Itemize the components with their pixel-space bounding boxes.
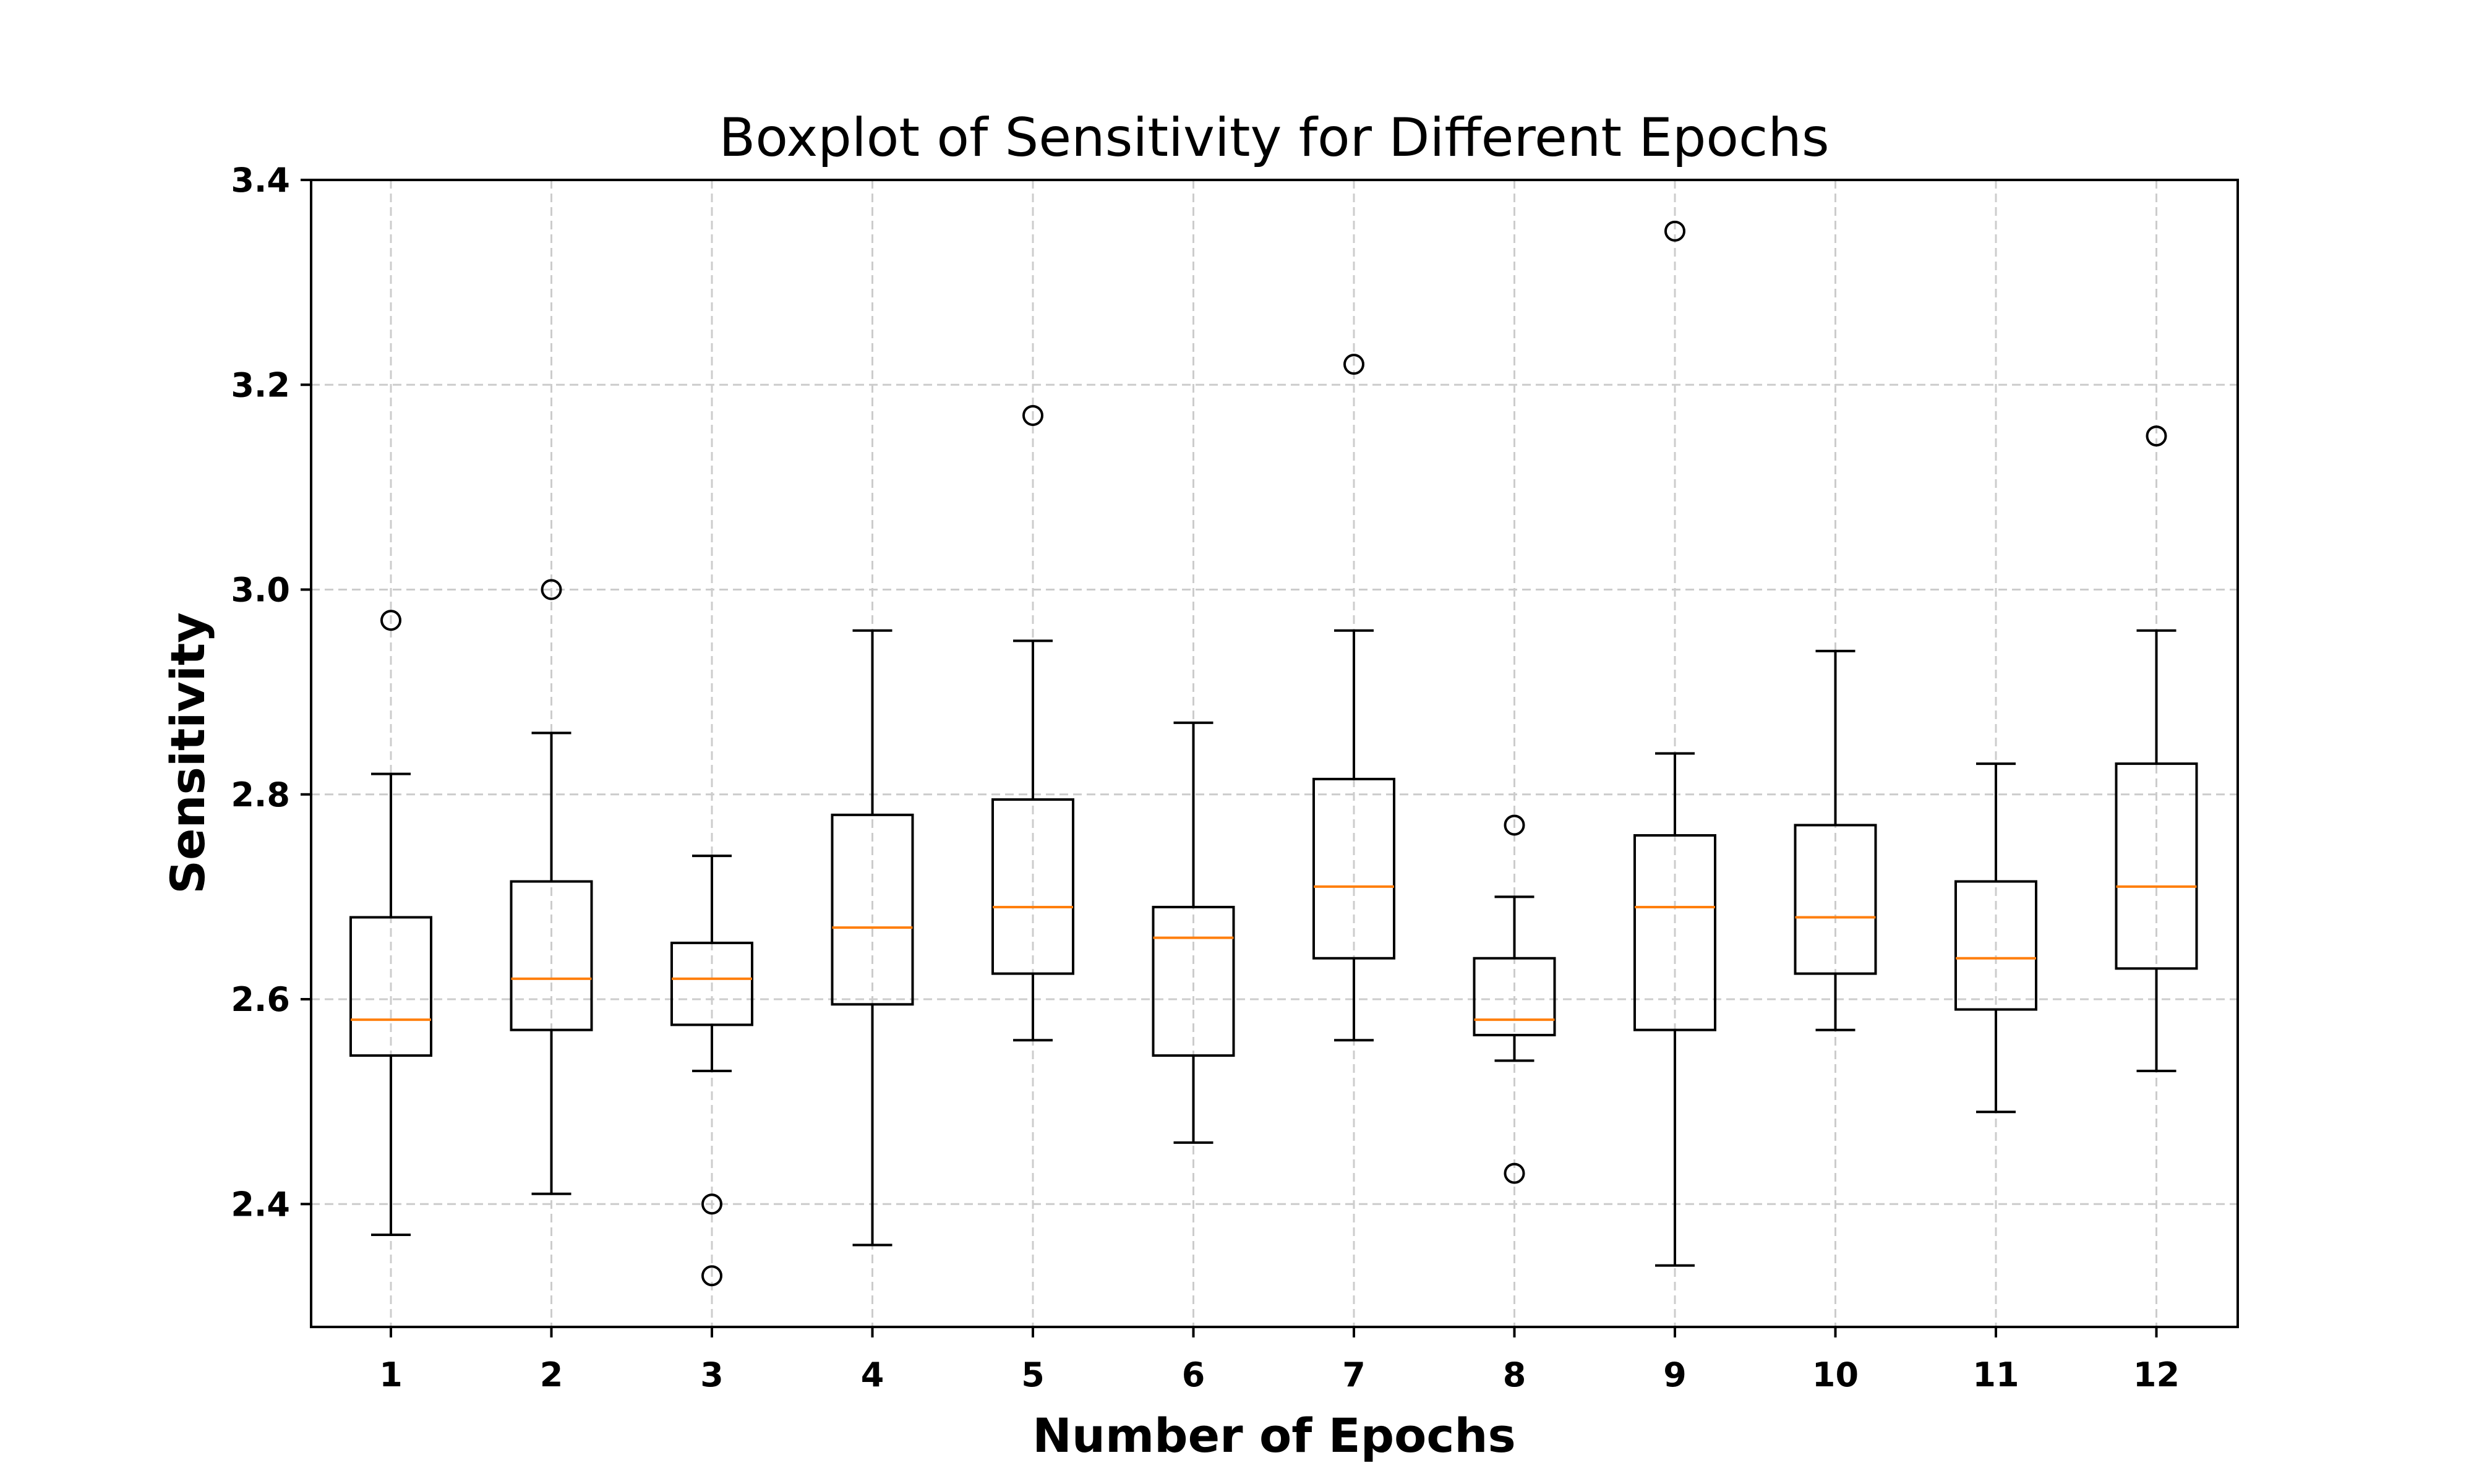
iqr-box: [1794, 824, 1877, 975]
outlier-point: [1664, 220, 1685, 242]
y-axis-label: Sensitivity: [160, 612, 215, 894]
outlier-point: [1504, 814, 1525, 836]
outlier-point: [1504, 1162, 1525, 1184]
box-epoch-2: [510, 579, 593, 1195]
box-series: [349, 220, 2198, 1287]
box-epoch-7: [1312, 354, 1395, 1042]
outlier-point: [701, 1265, 722, 1287]
box-epoch-9: [1633, 220, 1716, 1267]
box-epoch-8: [1473, 814, 1556, 1184]
box-epoch-10: [1794, 649, 1877, 1031]
chart-title: Boxplot of Sensitivity for Different Epo…: [719, 107, 1829, 169]
x-tick-label: 8: [1503, 1355, 1526, 1394]
x-axis-label: Number of Epochs: [1032, 1408, 1515, 1463]
y-axis-ticks: 2.4 2.6 2.8 3.0 3.2 3.4: [231, 161, 311, 1224]
iqr-box: [1954, 880, 2037, 1011]
outlier-point: [701, 1193, 722, 1215]
y-tick-label: 3.4: [231, 161, 290, 200]
x-tick-label: 6: [1182, 1355, 1205, 1394]
box-epoch-11: [1954, 762, 2037, 1114]
box-epoch-6: [1152, 721, 1235, 1144]
outlier-point: [380, 610, 401, 631]
iqr-box: [349, 916, 432, 1057]
iqr-box: [670, 941, 753, 1026]
x-tick-label: 7: [1342, 1355, 1366, 1394]
x-tick-label: 5: [1021, 1355, 1045, 1394]
outlier-point: [1022, 404, 1043, 426]
y-tick-label: 2.8: [231, 775, 290, 814]
outlier-point: [1343, 354, 1364, 375]
x-tick-label: 2: [540, 1355, 563, 1394]
box-epoch-1: [349, 610, 432, 1236]
iqr-box: [1152, 905, 1235, 1057]
x-tick-label: 11: [1972, 1355, 2019, 1394]
x-tick-label: 9: [1663, 1355, 1687, 1394]
y-tick-label: 3.2: [231, 365, 290, 404]
iqr-box: [991, 798, 1074, 975]
x-axis-ticks: 1 2 3 4 5 6 7 8 9 10 11 12: [379, 1327, 2180, 1394]
iqr-box: [1312, 777, 1395, 960]
x-tick-label: 10: [1812, 1355, 1859, 1394]
iqr-box: [1633, 834, 1716, 1031]
outlier-point: [2146, 425, 2167, 447]
x-tick-label: 1: [379, 1355, 403, 1394]
y-tick-label: 3.0: [231, 571, 290, 610]
x-tick-label: 3: [700, 1355, 724, 1394]
y-tick-label: 2.6: [231, 980, 290, 1019]
box-epoch-12: [2115, 425, 2198, 1072]
box-epoch-5: [991, 404, 1074, 1042]
iqr-box: [831, 813, 914, 1006]
y-tick-label: 2.4: [231, 1185, 290, 1224]
iqr-box: [510, 880, 593, 1031]
x-tick-label: 12: [2133, 1355, 2180, 1394]
iqr-box: [2115, 762, 2198, 970]
box-epoch-3: [670, 855, 753, 1287]
grid-lines: [311, 179, 2238, 1327]
plot-area-frame: [310, 179, 2239, 1328]
box-epoch-4: [831, 629, 914, 1247]
iqr-box: [1473, 957, 1556, 1036]
x-tick-label: 4: [861, 1355, 884, 1394]
outlier-point: [541, 579, 562, 600]
